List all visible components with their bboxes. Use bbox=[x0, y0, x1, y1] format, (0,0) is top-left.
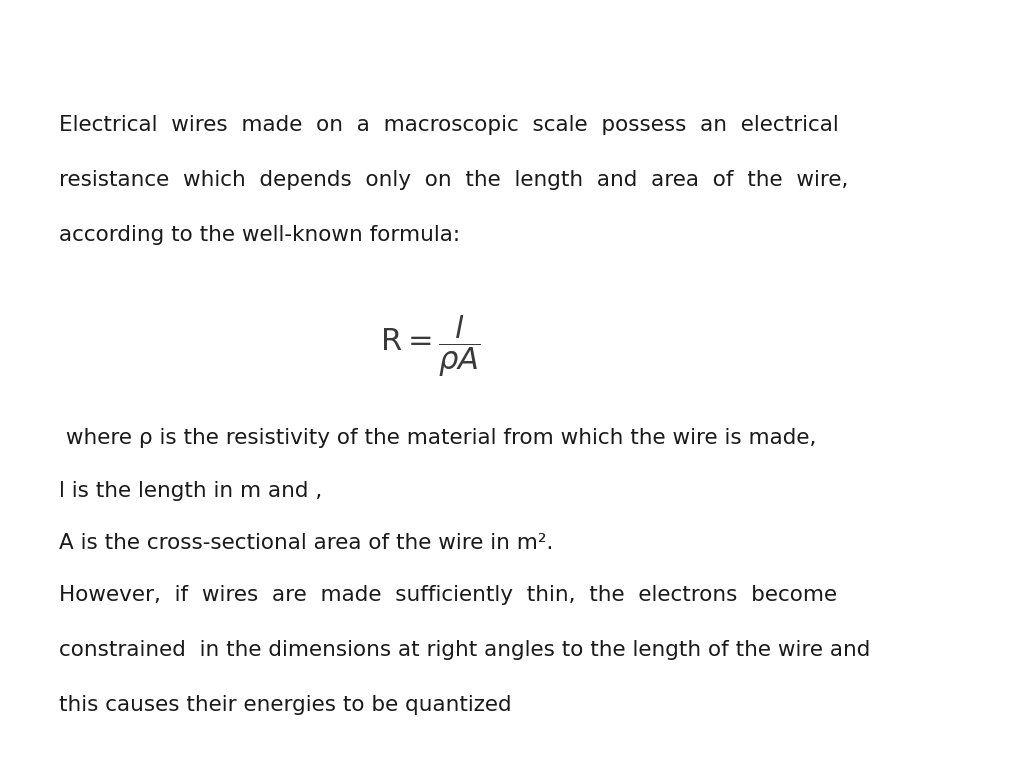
Text: $\mathrm{R} = \dfrac{l}{\rho A}$: $\mathrm{R} = \dfrac{l}{\rho A}$ bbox=[380, 313, 480, 379]
Text: Electrical  wires  made  on  a  macroscopic  scale  possess  an  electrical: Electrical wires made on a macroscopic s… bbox=[59, 115, 839, 135]
Text: l is the length in m and ,: l is the length in m and , bbox=[59, 481, 323, 501]
Text: this causes their energies to be quantized: this causes their energies to be quantiz… bbox=[59, 695, 512, 715]
Text: A is the cross-sectional area of the wire in m².: A is the cross-sectional area of the wir… bbox=[59, 533, 554, 553]
Text: where ρ is the resistivity of the material from which the wire is made,: where ρ is the resistivity of the materi… bbox=[59, 429, 817, 449]
Text: However,  if  wires  are  made  sufficiently  thin,  the  electrons  become: However, if wires are made sufficiently … bbox=[59, 585, 838, 605]
Text: constrained  in the dimensions at right angles to the length of the wire and: constrained in the dimensions at right a… bbox=[59, 641, 870, 660]
Text: resistance  which  depends  only  on  the  length  and  area  of  the  wire,: resistance which depends only on the len… bbox=[59, 170, 849, 190]
Text: according to the well-known formula:: according to the well-known formula: bbox=[59, 225, 461, 245]
